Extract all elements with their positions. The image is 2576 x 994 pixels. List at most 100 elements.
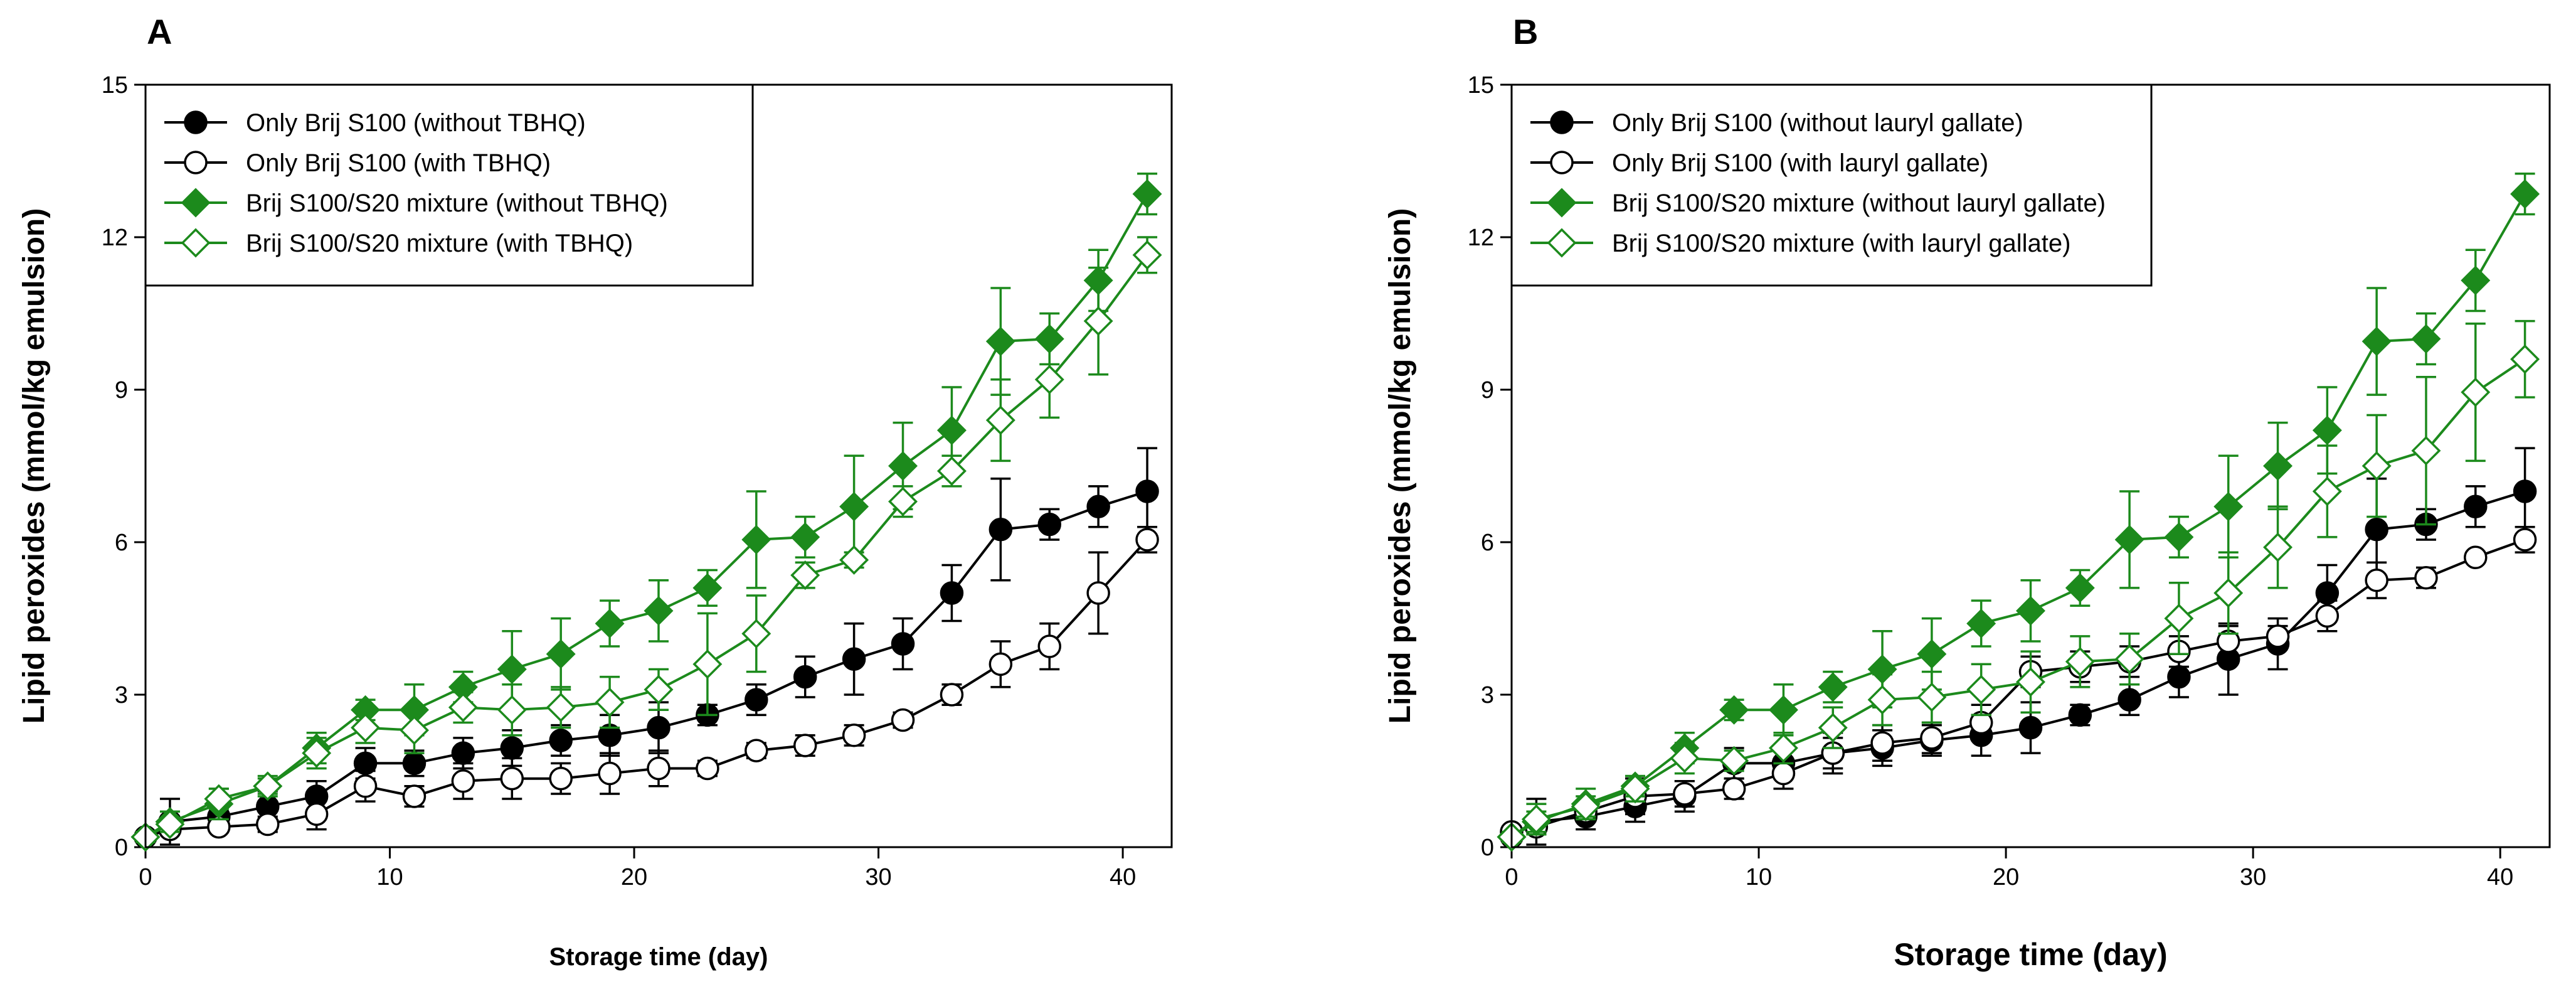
panel-a-legend-swatch-marker bbox=[181, 228, 211, 258]
panel-a-series-4-point bbox=[888, 486, 918, 516]
panel-a-series-2-point bbox=[598, 761, 622, 786]
panel-b-x-tick-label: 20 bbox=[1993, 864, 2019, 890]
panel-b-series-4-point bbox=[2213, 578, 2244, 608]
panel-a-series-4-point bbox=[253, 771, 283, 801]
panel-a-series-1-line bbox=[144, 490, 1148, 838]
panel-a-series-3-point bbox=[692, 573, 723, 603]
panel-b-legend-swatch-marker bbox=[1550, 151, 1574, 174]
panel-b-legend-swatch-marker bbox=[1547, 228, 1577, 258]
panel-a-y-tick-label: 12 bbox=[102, 225, 128, 251]
panel-a-series-4-point bbox=[595, 687, 625, 717]
panel-b-series-3-point bbox=[1818, 672, 1848, 702]
panel-a-legend-swatch-marker bbox=[184, 151, 208, 174]
panel-b-legend-box bbox=[1510, 83, 2153, 287]
panel-a-series-1-point bbox=[891, 632, 915, 656]
panel-a-series-1-point bbox=[793, 665, 817, 689]
panel-a-series-2-point bbox=[1086, 581, 1110, 605]
panel-a-series-4-point bbox=[790, 560, 820, 591]
panel-b-series-2-point bbox=[1920, 726, 1944, 750]
panel-a-y-tick-label: 9 bbox=[115, 377, 128, 403]
panel-b-series-4-point bbox=[1768, 733, 1798, 763]
panel-b-y-tick-label: 6 bbox=[1481, 530, 1494, 556]
panel-b-series-4-point bbox=[1867, 685, 1897, 715]
panel-a-legend: Only Brij S100 (without TBHQ) Only Brij S… bbox=[144, 83, 754, 287]
panel-b-series-3-point bbox=[2065, 573, 2095, 603]
panel-b-x-tick-label: 10 bbox=[1746, 864, 1772, 890]
panel-b-series-2-point bbox=[2464, 545, 2488, 570]
panel-b-series-4 bbox=[1497, 319, 2540, 852]
panel-a-x-axis-label: Storage time (day) bbox=[549, 943, 768, 971]
panel-a-series-2-point bbox=[940, 683, 964, 707]
panel-a-series-3-point bbox=[741, 525, 771, 555]
panel-b-series-2-line bbox=[1511, 538, 2526, 833]
panel-a-series-2-line bbox=[145, 538, 1148, 838]
panel-a-series-2-point bbox=[500, 766, 524, 791]
panel-a-series-1-point bbox=[500, 736, 524, 760]
panel-a-x-tick-label: 0 bbox=[139, 864, 152, 890]
panel-b-series-3-point bbox=[2312, 415, 2342, 446]
panel-b-series-4-point bbox=[1917, 682, 1947, 712]
panel-a-series-4-point bbox=[985, 405, 1015, 436]
panel-a-y-tick-label: 6 bbox=[115, 530, 128, 556]
panel-a-series-2-point bbox=[842, 724, 866, 747]
panel-a-series-1-point bbox=[1037, 512, 1061, 537]
panel-a-series-3-point bbox=[839, 491, 869, 521]
chart-panel-a: A 0 3 6 9 12 15 0 10 20 30 40 Storage time (day) Lipi… bbox=[18, 12, 1173, 971]
panel-a-series-3-point bbox=[790, 522, 820, 552]
panel-a-series-3-point bbox=[644, 596, 674, 626]
panel-b-letter: B bbox=[1513, 12, 1538, 51]
panel-a-series-4-point bbox=[546, 692, 576, 722]
panel-b-series-4-point bbox=[2114, 644, 2144, 674]
panel-a-series-4-point bbox=[741, 619, 771, 649]
panel-b-series-3-point bbox=[2510, 179, 2540, 209]
panel-b-series-4-point bbox=[1719, 746, 1749, 776]
panel-a-series-3-point bbox=[1132, 179, 1162, 209]
panel-a-series-2-point bbox=[989, 652, 1013, 676]
panel-a-series-1-point bbox=[1086, 494, 1110, 519]
panel-a-plot-frame bbox=[144, 83, 1173, 848]
chart-panel-b: B 0 3 6 9 12 15 0 10 20 30 40 Storage time (day) Lipi… bbox=[1384, 12, 2551, 972]
panel-a-legend-label: Only Brij S100 (without TBHQ) bbox=[246, 109, 586, 137]
panel-a-y-axis-label: Lipid peroxides (mmol/kg emulsion) bbox=[18, 208, 51, 724]
panel-a-series-1-point bbox=[402, 751, 427, 776]
panel-a-series-2-point bbox=[891, 708, 915, 732]
panel-a-series-4-point bbox=[692, 649, 723, 679]
panel-b-series-4-point bbox=[2263, 532, 2293, 562]
panel-b-series-2-point bbox=[1870, 731, 1894, 755]
panel-b-series-1-point bbox=[2118, 688, 2141, 712]
panel-a-series-4-point bbox=[302, 738, 332, 768]
panel-b-series-2-point bbox=[1722, 777, 1746, 801]
panel-a-series-2-point bbox=[1135, 528, 1159, 552]
panel-b-series-3-point bbox=[2461, 265, 2491, 296]
panel-a-series-3-point bbox=[985, 326, 1015, 356]
panel-a-series-4-point bbox=[400, 715, 429, 746]
panel-a-series-3-point bbox=[497, 655, 527, 684]
panel-b-legend-label: Brij S100/S20 mixture (with lauryl galla… bbox=[1612, 230, 2070, 257]
panel-a-series-4-point bbox=[448, 692, 478, 722]
panel-a-letter: A bbox=[147, 12, 172, 51]
panel-b-series-2-point bbox=[2414, 565, 2438, 590]
panel-b-series-3-point bbox=[1917, 639, 1947, 669]
panel-a-legend-box bbox=[144, 83, 754, 287]
panel-a-legend-label: Brij S100/S20 mixture (without TBHQ) bbox=[246, 190, 668, 217]
panel-a-series-4-point bbox=[1083, 306, 1113, 336]
panel-a-x-tick-label: 20 bbox=[621, 864, 647, 890]
panel-a-legend-swatch-marker bbox=[181, 188, 211, 218]
panel-a-series-2-point bbox=[647, 756, 671, 781]
panel-b-series-2-point bbox=[1673, 782, 1697, 806]
panel-a-series-3-line bbox=[144, 193, 1148, 838]
panel-b-series-1-point bbox=[2068, 703, 2092, 727]
panel-b-series-1-point bbox=[2513, 479, 2537, 503]
panel-b-series-4-point bbox=[1818, 713, 1848, 743]
panel-b-series-3-point bbox=[2016, 596, 2045, 626]
panel-a-legend-label: Brij S100/S20 mixture (with TBHQ) bbox=[246, 230, 633, 257]
panel-b-series-3-point bbox=[2213, 491, 2244, 521]
panel-b-series-1-point bbox=[2018, 715, 2043, 740]
panel-a-legend-swatch-marker bbox=[184, 110, 208, 134]
panel-a-series-3-point bbox=[595, 609, 625, 639]
panel-b-series-4-point bbox=[2361, 451, 2392, 481]
panel-b-y-tick-label: 3 bbox=[1481, 682, 1494, 708]
panel-b-x-tick-label: 0 bbox=[1505, 864, 1518, 890]
panel-b-series-1-point bbox=[2365, 518, 2388, 542]
